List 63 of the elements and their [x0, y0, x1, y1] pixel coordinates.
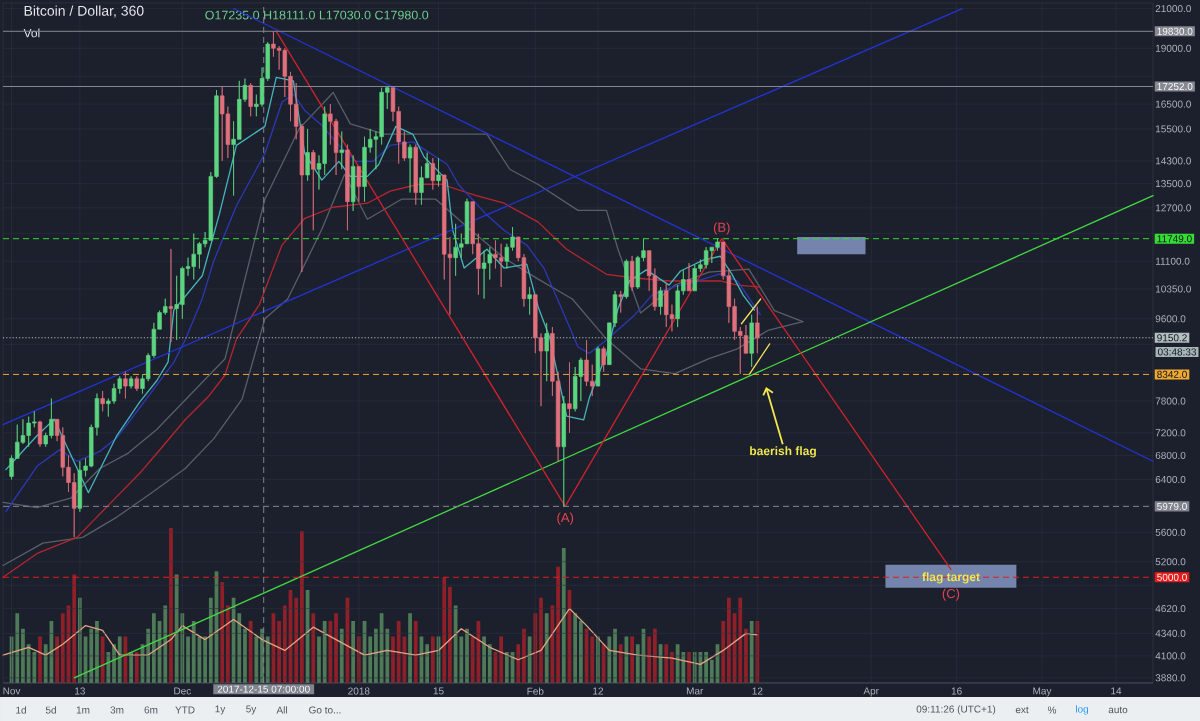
x-tick-label: Mar [686, 687, 704, 695]
text: 3m [110, 706, 124, 714]
text: YTD [175, 706, 195, 714]
y-tick-label: 15500.0 [1155, 125, 1191, 133]
annotation: baerish flag [750, 446, 816, 458]
text: 1m [76, 706, 90, 714]
chart-title: Bitcoin / Dollar, 360 [24, 5, 144, 18]
text: 03:48:33 [1157, 348, 1197, 356]
y-tick-label: 6400.0 [1155, 475, 1186, 483]
y-tick-label: 14300.0 [1155, 157, 1191, 165]
x-tick-label: Apr [863, 687, 879, 697]
annotation: (C) [942, 588, 960, 601]
y-tick-label: 5600.0 [1155, 528, 1186, 536]
ref-line-label: 5979.0 [1157, 502, 1187, 510]
text: 1y [215, 705, 226, 715]
y-tick-label: 9600.0 [1155, 315, 1186, 323]
y-tick-label: 4620.0 [1155, 605, 1186, 613]
ref-line-label: 2017-12-15 07:00:00 [217, 685, 310, 693]
x-tick-label: 12 [752, 687, 763, 695]
x-tick-label: 13 [75, 687, 85, 695]
ref-line-label: 19830.0 [1157, 27, 1193, 35]
text: 5d [45, 706, 56, 714]
text: 09:11:26 (UTC+1) [916, 705, 996, 715]
y-tick-label: 4340.0 [1155, 629, 1186, 637]
text: % [1047, 706, 1057, 714]
y-tick-label: 3880.0 [1155, 674, 1186, 682]
annotation: (B) [713, 222, 730, 235]
ref-line-label: 17252.0 [1157, 82, 1193, 91]
text: Go to... [309, 706, 341, 714]
text: log [1076, 705, 1089, 715]
y-tick-label: 13500.0 [1155, 180, 1191, 188]
x-tick-label: Feb [527, 687, 544, 695]
text: ext [1015, 706, 1029, 714]
y-tick-label: 21000.0 [1155, 5, 1191, 13]
y-tick-label: 19000.0 [1155, 44, 1191, 52]
y-tick-label: 7200.0 [1155, 429, 1186, 437]
ref-line-label: 11749.0 [1157, 235, 1192, 243]
ref-line-label: 9150.2 [1157, 334, 1187, 342]
ref-line-label: 8342.0 [1157, 370, 1187, 378]
x-tick-label: Dec [174, 687, 191, 695]
x-tick-label: 16 [951, 687, 962, 695]
text: 1d [16, 706, 26, 714]
y-tick-label: 6800.0 [1155, 451, 1186, 459]
y-tick-label: 5200.0 [1155, 558, 1186, 566]
x-tick-label: 12 [593, 687, 603, 695]
chart-title: Vol [23, 28, 40, 38]
y-tick-label: 10350.0 [1155, 285, 1191, 293]
text: auto [1108, 706, 1128, 714]
x-tick-label: Nov [3, 687, 21, 695]
ref-line-label: 5000.0 [1157, 573, 1187, 581]
x-tick-label: 2018 [348, 687, 370, 695]
text: All [276, 706, 287, 714]
y-tick-label: 16500.0 [1155, 100, 1191, 108]
text: 6m [144, 706, 158, 714]
y-tick-label: 12700.0 [1155, 204, 1191, 212]
y-tick-label: 11100.0 [1155, 257, 1190, 265]
x-tick-label: May [1033, 687, 1052, 697]
annotation: (A) [557, 512, 574, 525]
x-tick-label: 14 [1111, 687, 1122, 695]
y-tick-label: 4100.0 [1155, 652, 1186, 660]
text: 5y [246, 705, 257, 715]
x-tick-label: 15 [433, 687, 444, 695]
y-tick-label: 7800.0 [1155, 397, 1186, 405]
